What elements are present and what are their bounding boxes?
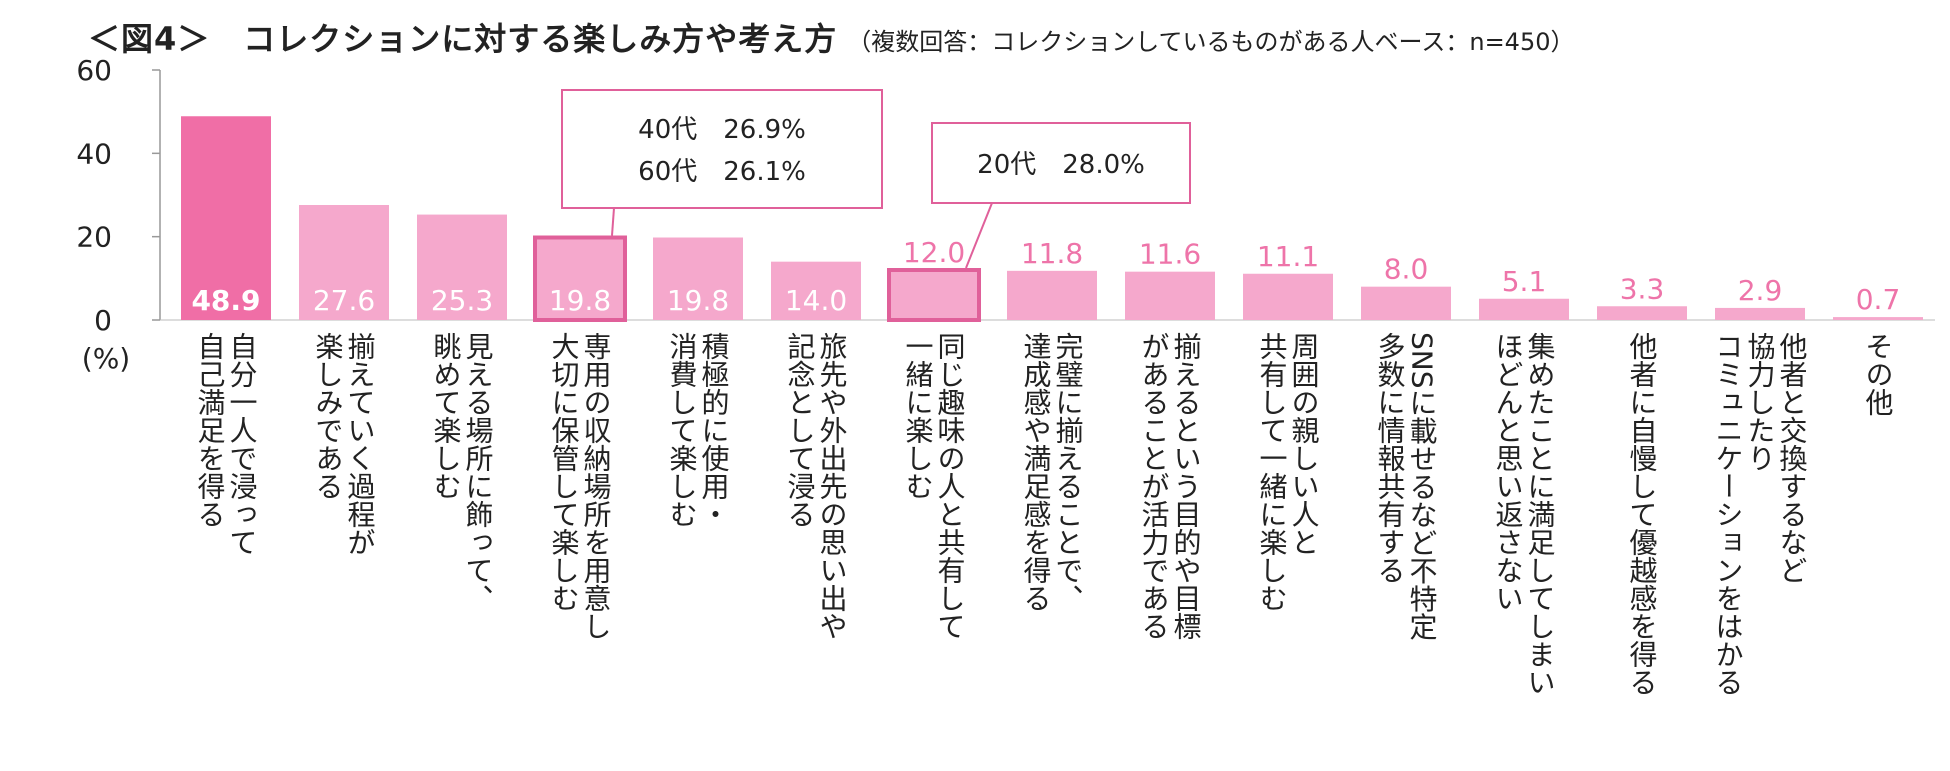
category-label: 完璧に揃えることで、 — [1052, 332, 1085, 612]
category-label: 揃えるという目的や目標 — [1170, 332, 1203, 640]
category-label: 協力したり — [1744, 332, 1777, 472]
data-label: 27.6 — [313, 284, 375, 317]
data-label: 2.9 — [1738, 274, 1783, 307]
data-label: 12.0 — [903, 236, 965, 269]
bar — [887, 268, 981, 322]
category-label: 集めたことに満足してしまい — [1524, 332, 1557, 696]
data-label: 25.3 — [431, 284, 493, 317]
bar — [181, 116, 271, 320]
callout-box — [931, 122, 1191, 204]
bar — [1833, 317, 1923, 320]
category-label: 楽しみである — [312, 332, 345, 500]
category-label: SNSに載せるなど不特定 — [1406, 332, 1439, 641]
callout-leader — [611, 207, 615, 236]
category-label: 専用の収納場所を用意し — [580, 332, 613, 640]
y-tick-label: 0 — [94, 304, 112, 337]
callout-text: 20代 28.0% — [977, 150, 1145, 180]
data-label: 11.6 — [1139, 238, 1201, 271]
data-label: 11.8 — [1021, 237, 1083, 270]
y-axis-unit: (%) — [82, 342, 130, 375]
category-label: 自己満足を得る — [194, 332, 227, 528]
data-label: 3.3 — [1620, 272, 1665, 305]
bar — [1715, 307, 1805, 320]
bar — [1007, 270, 1097, 320]
bar-group: 19.8 積極的に使用・消費して楽しむ — [653, 237, 743, 528]
data-label: 8.0 — [1384, 253, 1429, 286]
category-label: コミュニケーションをはかる — [1712, 332, 1745, 696]
category-label: 共有して一緒に楽しむ — [1256, 332, 1289, 612]
category-label: 積極的に使用・ — [698, 332, 731, 528]
callout: 20代 28.0% — [931, 122, 1191, 269]
category-label: 同じ趣味の人と共有して — [934, 332, 967, 640]
y-tick-label: 20 — [76, 221, 112, 254]
category-label: 他者と交換するなど — [1776, 332, 1809, 584]
bar-group: 0.7 その他 — [1833, 283, 1923, 416]
data-label: 5.1 — [1502, 265, 1547, 298]
category-label: 一緒に楽しむ — [902, 332, 935, 500]
data-label: 19.8 — [549, 284, 611, 317]
callout-text: 60代 26.1% — [638, 157, 806, 187]
bar — [533, 235, 627, 322]
bar-group: 11.8 完璧に揃えることで、達成感や満足感を得る — [1007, 237, 1097, 612]
data-label: 19.8 — [667, 284, 729, 317]
category-label: 自分一人で浸って — [226, 332, 259, 556]
category-label: 達成感や満足感を得る — [1020, 332, 1053, 612]
bar — [771, 261, 861, 320]
bar — [299, 205, 389, 320]
y-tick-label: 40 — [76, 137, 112, 170]
bar-group: 3.3 他者に自慢して優越感を得る — [1597, 272, 1687, 696]
data-label: 11.1 — [1257, 240, 1319, 273]
chart-subtitle: （複数回答：コレクションしているものがある人ベース：n=450） — [847, 28, 1575, 56]
callout-box — [561, 89, 883, 209]
data-label: 14.0 — [785, 284, 847, 317]
callout-text: 40代 26.9% — [638, 115, 806, 145]
category-label: 他者に自慢して優越感を得る — [1626, 332, 1659, 696]
category-label: 多数に情報共有する — [1374, 332, 1407, 584]
bar — [417, 214, 507, 320]
callout-leader — [965, 202, 993, 269]
chart-title-row: ＜図4＞ コレクションに対する楽しみ方や考え方 （複数回答：コレクションしているも… — [88, 14, 1575, 60]
bar — [1125, 271, 1215, 320]
category-label: 旅先や外出先の思い出や — [816, 332, 849, 640]
category-label: 眺めて楽しむ — [430, 332, 463, 500]
bar — [653, 237, 743, 320]
category-label: 見える場所に飾って、 — [462, 332, 495, 612]
bar-group: 25.3 見える場所に飾って、眺めて楽しむ — [417, 214, 507, 612]
bar — [1479, 298, 1569, 320]
category-label: があることが活力である — [1138, 332, 1171, 640]
y-axis: 0 20 40 60 (%) — [76, 54, 1935, 375]
data-label: 48.9 — [191, 284, 260, 317]
category-label: 周囲の親しい人と — [1288, 332, 1321, 556]
category-label: 大切に保管して楽しむ — [548, 332, 581, 612]
data-label: 0.7 — [1856, 283, 1901, 316]
bar — [1243, 273, 1333, 320]
bar — [1361, 286, 1451, 320]
category-label: 記念として浸る — [784, 332, 817, 528]
category-label: その他 — [1862, 332, 1895, 416]
category-label: ほどんと思い返さない — [1492, 332, 1525, 612]
chart-title: ＜図4＞ コレクションに対する楽しみ方や考え方 — [88, 20, 838, 58]
y-tick-label: 60 — [76, 54, 112, 87]
category-label: 消費して楽しむ — [666, 332, 699, 528]
category-label: 揃えていく過程が — [344, 332, 377, 556]
callout: 40代 26.9% 60代 26.1% — [561, 89, 883, 236]
bar — [1597, 306, 1687, 320]
